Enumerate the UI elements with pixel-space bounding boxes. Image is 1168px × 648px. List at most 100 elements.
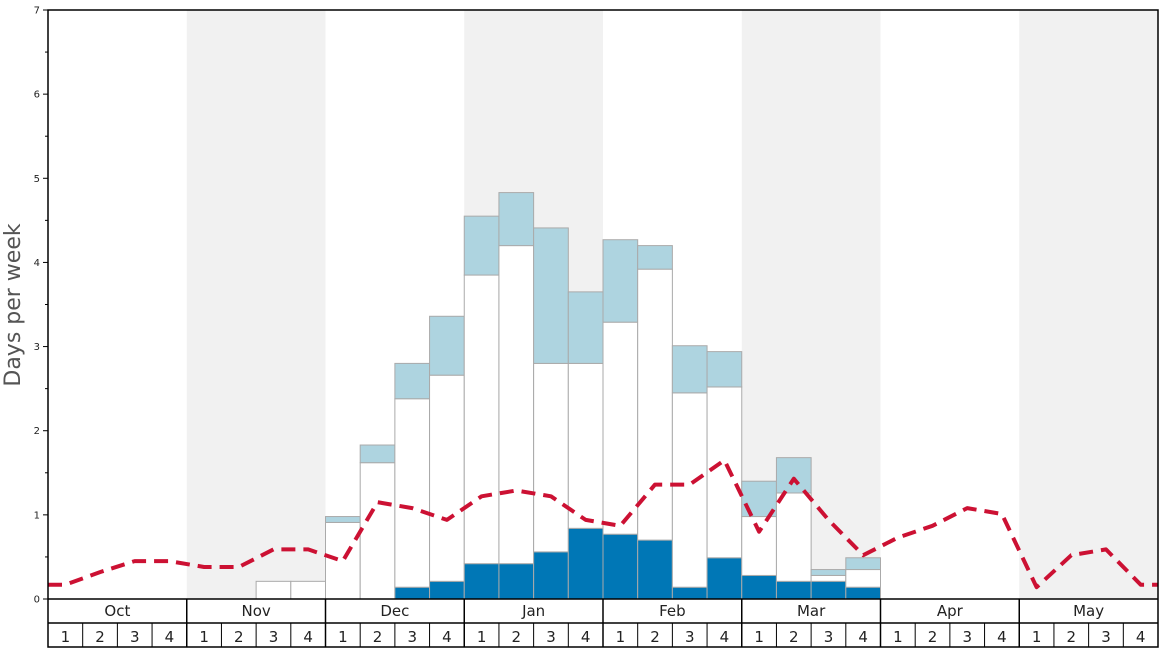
bar-10-segment-2 [359,462,396,600]
week-label: 1 [199,628,209,646]
bar-15-segment-2 [533,362,569,553]
bar-20-segment-3 [706,351,743,388]
week-label: 1 [477,628,487,646]
bar-15-segment-1 [533,551,569,600]
bar-17-segment-2 [602,321,639,535]
week-label: 4 [581,628,591,646]
bar-23-segment-1 [810,580,847,600]
week-label: 2 [1067,628,1077,646]
bar-13-segment-3 [463,215,500,276]
month-label-dec: Dec [380,602,409,620]
month-label-oct: Oct [104,602,130,620]
bar-14-segment-1 [498,563,535,600]
week-label: 4 [442,628,452,646]
week-label: 3 [962,628,972,646]
bar-9-segment-2 [325,521,361,600]
bar-16-segment-2 [567,362,604,529]
bar-11-segment-2 [394,398,431,588]
bar-24-segment-3 [845,557,881,571]
bars [255,192,881,600]
week-label: 2 [928,628,938,646]
bar-18-segment-3 [637,245,673,270]
week-label: 3 [130,628,140,646]
week-label: 2 [512,628,522,646]
week-label: 2 [95,628,105,646]
average-line-path [48,458,1158,590]
week-label: 2 [234,628,244,646]
week-label: 1 [616,628,626,646]
bar-13-segment-1 [463,563,500,600]
week-label: 4 [303,628,313,646]
bar-19-segment-2 [671,392,708,588]
bar-22-segment-1 [775,580,812,600]
bar-20-segment-1 [706,557,743,600]
bar-20-segment-2 [706,386,743,559]
week-label: 1 [754,628,764,646]
week-label: 1 [893,628,903,646]
bar-24-segment-2 [845,569,881,588]
bar-21-segment-2 [741,516,777,576]
week-label: 3 [546,628,556,646]
bar-17-segment-1 [602,533,639,600]
bar-19-segment-3 [671,345,708,394]
week-label: 4 [1136,628,1146,646]
week-label: 4 [858,628,868,646]
week-label: 3 [1101,628,1111,646]
bar-23-segment-3 [810,569,847,576]
y-tick-label: 3 [34,342,40,353]
bar-18-segment-1 [637,539,673,600]
week-label: 3 [407,628,417,646]
bar-24-segment-1 [845,586,881,600]
x-axis: Oct Nov Dec Jan Feb Mar Apr May 1 2 3 4 1 2 3 4 1 2 3 4 1 2 3 4… [61,602,1146,646]
week-label: 4 [720,628,730,646]
month-label-jan: Jan [521,602,545,620]
week-label: 4 [165,628,175,646]
bar-10-segment-3 [359,444,396,464]
week-label: 1 [338,628,348,646]
week-label: 2 [373,628,383,646]
y-tick-label: 2 [34,426,40,437]
y-axis: 0 1 2 3 4 5 6 7 [34,6,48,606]
week-label: 2 [650,628,660,646]
month-band-may [1019,10,1158,599]
bar-21-segment-1 [741,574,777,600]
bar-22-segment-2 [775,492,812,582]
bar-13-segment-2 [463,274,500,565]
y-axis-label: Days per week [1,223,26,386]
y-tick-label: 6 [34,90,40,101]
bar-18-segment-2 [637,268,673,541]
week-label: 3 [269,628,279,646]
bar-14-segment-3 [498,192,535,247]
week-label: 2 [789,628,799,646]
month-label-may: May [1073,602,1104,620]
week-label: 1 [61,628,71,646]
bar-11-segment-1 [394,586,431,600]
bar-17-segment-3 [602,239,639,323]
plot-frame [47,9,1159,648]
bar-9-segment-3 [325,516,361,523]
y-tick-label: 0 [34,595,40,606]
average-line [48,458,1158,590]
bar-19-segment-1 [671,586,708,600]
week-label: 3 [685,628,695,646]
bar-15-segment-3 [533,227,569,364]
bar-12-segment-2 [429,374,465,582]
month-label-nov: Nov [241,602,270,620]
bar-12-segment-1 [429,580,465,600]
bar-11-segment-3 [394,362,431,400]
bar-7-segment-2 [255,580,292,600]
week-label: 1 [1032,628,1042,646]
y-tick-label: 7 [34,6,40,17]
y-tick-label: 1 [34,510,40,521]
month-label-mar: Mar [797,602,826,620]
bar-22-segment-3 [775,457,812,494]
month-band-nov [186,10,326,599]
bar-8-segment-2 [290,580,326,600]
bar-16-segment-3 [567,291,604,364]
y-tick-label: 5 [34,174,40,185]
week-label: 4 [997,628,1007,646]
bar-14-segment-2 [498,245,535,565]
week-label: 3 [824,628,834,646]
bar-23-segment-2 [810,574,847,582]
